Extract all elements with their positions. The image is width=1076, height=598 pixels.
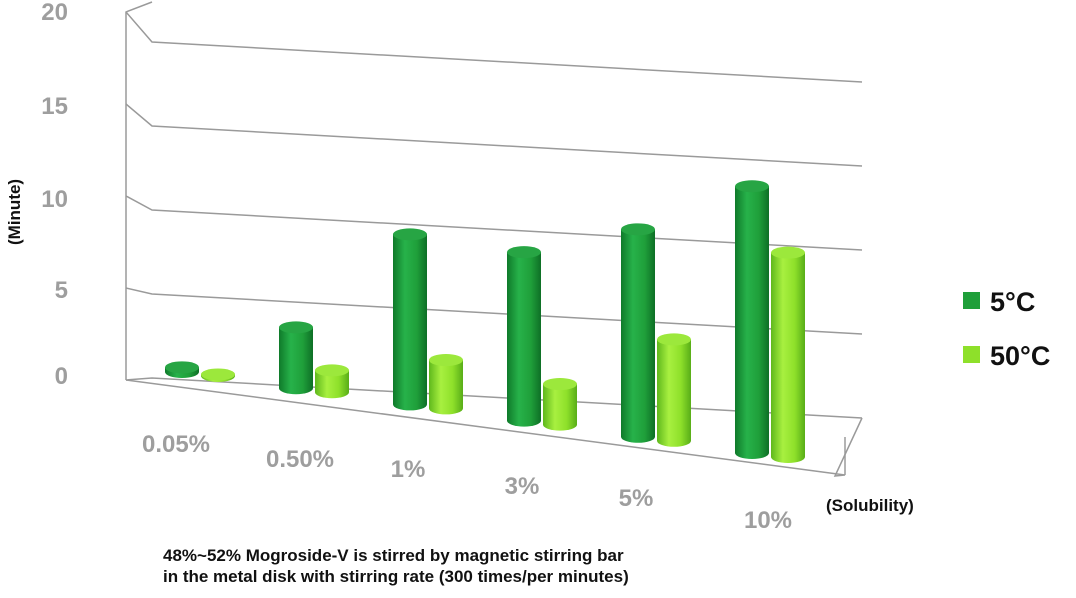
floor-edge: [125, 379, 863, 477]
bar-50c-top: [657, 333, 691, 346]
bar-5c-top: [165, 361, 199, 374]
bar-5c: [393, 228, 427, 411]
legend-label-5c: 5°C: [990, 287, 1035, 317]
chart-caption: 48%~52% Mogroside-V is stirred by magnet…: [163, 545, 923, 587]
y-tick-label: 15: [41, 93, 68, 120]
x-category-label: 5%: [619, 485, 654, 512]
bar-5c-top: [621, 223, 655, 236]
bar-50c-top: [201, 368, 235, 381]
bar-5c: [165, 361, 199, 378]
bar-50c-top: [771, 246, 805, 259]
caption-line-2: in the metal disk with stirring rate (30…: [163, 567, 629, 586]
bar-50c-top: [543, 378, 577, 391]
legend-label-50c: 50°C: [990, 341, 1050, 371]
x-axis-categories: 0.05% 0.50% 1% 3% 5% 10%: [142, 431, 792, 534]
bar-50c-body: [429, 360, 463, 415]
y-tick-label: 20: [41, 0, 68, 26]
x-category-label: 3%: [505, 473, 540, 500]
bar-5c-body: [279, 327, 313, 395]
bar-5c: [279, 321, 313, 395]
x-category-label: 0.05%: [142, 431, 210, 458]
legend-swatch-50c: [963, 346, 980, 363]
bar-5c-body: [507, 252, 541, 427]
bar-5c: [621, 223, 655, 443]
bar-5c-top: [279, 321, 313, 334]
bar-50c-body: [315, 370, 349, 399]
bars: [165, 180, 805, 463]
bar-50c-body: [657, 339, 691, 447]
bar-50c: [771, 246, 805, 463]
x-category-label: 1%: [391, 456, 426, 483]
legend: 5°C 50°C: [963, 287, 1050, 371]
x-axis-label: (Solubility): [826, 496, 914, 515]
bar-50c: [543, 378, 577, 431]
bar-5c-body: [393, 234, 427, 411]
bar-50c-body: [543, 384, 577, 431]
bar-5c-top: [393, 228, 427, 241]
bar-5c: [507, 246, 541, 427]
bar-50c: [315, 364, 349, 399]
bar-5c-top: [507, 246, 541, 259]
y-axis-label: (Minute): [5, 179, 24, 245]
bar-50c-top: [429, 354, 463, 367]
grid: [125, 1, 863, 477]
side-wall: [125, 1, 153, 380]
bar-5c-top: [735, 180, 769, 193]
bar-50c-top: [315, 364, 349, 377]
bar-5c-body: [735, 186, 769, 460]
bar-5c: [735, 180, 769, 460]
bar-50c: [657, 333, 691, 447]
bar-50c: [201, 368, 235, 382]
bar-50c-body: [771, 252, 805, 463]
caption-line-1: 48%~52% Mogroside-V is stirred by magnet…: [163, 546, 624, 565]
y-tick-label: 0: [55, 363, 68, 390]
bar-5c-body: [621, 229, 655, 443]
y-tick-label: 10: [41, 186, 68, 213]
gridline: [125, 11, 863, 83]
y-tick-label: 5: [55, 277, 68, 304]
bar-50c: [429, 354, 463, 415]
legend-swatch-5c: [963, 292, 980, 309]
x-category-label: 0.50%: [266, 446, 334, 473]
y-axis-ticks: 0 5 10 15 20: [41, 0, 68, 390]
gridline: [125, 103, 863, 167]
x-category-label: 10%: [744, 507, 792, 534]
